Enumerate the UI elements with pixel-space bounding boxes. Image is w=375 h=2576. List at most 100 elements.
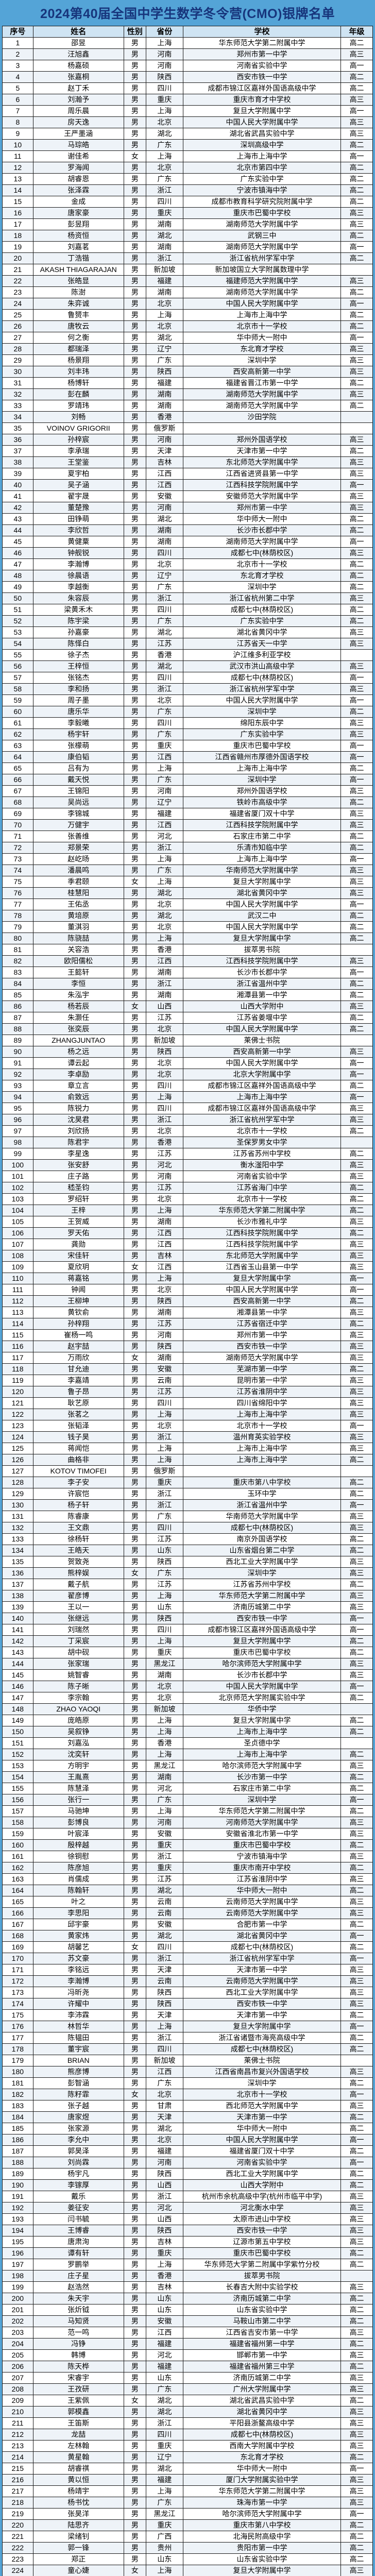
cell-gender: 男 — [123, 2281, 146, 2293]
cell-province: 安徽 — [145, 2315, 183, 2327]
table-row: 60 唐乐华男广东 深圳中学 高二 — [2, 706, 373, 718]
table-row: 157 马驰坤男上海 华东师范大学第二附属中学 高二 — [2, 1805, 373, 1817]
cell-province: 浙江 — [145, 1114, 183, 1126]
cell-grade: 高二 — [340, 989, 373, 1001]
table-row: 24 朱弈诚男北京 中国人民大学附属中学 高一 — [2, 298, 373, 310]
cell-grade: 高二 — [340, 1227, 373, 1239]
cell-gender: 男 — [123, 1057, 146, 1069]
cell-name: 吴尚远 — [32, 796, 124, 808]
cell-name: 董淇羽 — [32, 921, 124, 933]
cell-index: 68 — [2, 796, 33, 808]
cell-grade — [340, 1465, 373, 1477]
cell-province: 广东 — [145, 615, 183, 627]
cell-gender: 男 — [123, 2553, 146, 2565]
cell-index: 15 — [2, 196, 33, 208]
cell-gender: 男 — [123, 1760, 146, 1772]
cell-gender: 男 — [123, 967, 146, 978]
cell-name: 杨宇凡 — [32, 2168, 124, 2180]
cell-gender: 女 — [123, 1001, 146, 1012]
cell-school: 福建师范大学附属中学 — [182, 275, 342, 287]
cell-index: 13 — [2, 173, 33, 185]
cell-school: 昆明市第一中学 — [182, 1375, 342, 1386]
cell-gender: 男 — [123, 2225, 146, 2236]
cell-index: 111 — [2, 1284, 33, 1296]
cell-province: 江苏 — [145, 1579, 183, 1590]
cell-school: 东北育才学校 — [182, 2451, 342, 2463]
cell-name: 罗靖玮 — [32, 400, 124, 412]
cell-gender: 男 — [123, 785, 146, 797]
table-row: 134 王皓天男山东 山东省烟台第二中学 高二 — [2, 1545, 373, 1556]
cell-school: 湖南师范大学附属中学 — [182, 1352, 342, 1364]
column-header-school: 学校 — [182, 26, 342, 38]
cell-gender: 男 — [123, 468, 146, 480]
cell-gender: 男 — [123, 196, 146, 208]
cell-school: 复旦大学附属中学 — [182, 1273, 342, 1284]
cell-grade: 高三 — [340, 1341, 373, 1352]
cell-name: 张嘉桐 — [32, 71, 124, 83]
cell-province: 江苏 — [145, 1012, 183, 1024]
table-row: 108 宋佳轩男吉林 东北师范大学附属中学 高三 — [2, 1250, 373, 1262]
cell-grade: 高三 — [340, 2281, 373, 2293]
cell-name: 殷梓越 — [32, 1839, 124, 1851]
cell-name: 李承瑞 — [32, 445, 124, 457]
table-row: 189 杨宇凡男陕西 西北工业大学附属中学 高二 — [2, 2168, 373, 2180]
cell-name: 董楚豫 — [32, 502, 124, 514]
table-row: 199 赵浩然男吉林 长春吉大附中实验学校 高三 — [2, 2281, 373, 2293]
cell-index: 116 — [2, 1341, 33, 1352]
cell-name: 刘畅 — [32, 411, 124, 423]
cell-school: 重庆市巴蜀中学校 — [182, 740, 342, 752]
cell-grade: 高三 — [340, 1409, 373, 1420]
cell-grade: 高三 — [340, 343, 373, 355]
cell-index: 221 — [2, 2531, 33, 2543]
cell-grade — [340, 411, 373, 423]
cell-school: 山东省实验中学 — [182, 2304, 342, 2316]
cell-province: 安徽 — [145, 1828, 183, 1840]
cell-province: 重庆 — [145, 2440, 183, 2452]
cell-gender: 男 — [123, 819, 146, 831]
table-row: 131 陈睿康男广东 华南师范大学附属中学 高三 — [2, 1511, 373, 1522]
table-row: 207 宋睿宇男山东 济南历城第二中学 高三 — [2, 2372, 373, 2384]
table-row: 146 陈子晰男北京 中国人民大学附属中学 高一 — [2, 1681, 373, 1692]
cell-grade: 高一 — [340, 899, 373, 910]
cell-gender: 男 — [123, 1998, 146, 2010]
cell-grade: 高二 — [340, 1919, 373, 1930]
cell-gender: 男 — [123, 2157, 146, 2168]
cell-index: 220 — [2, 2519, 33, 2531]
table-row: 205 韩博男河北 邯郸市第一中学 高三 — [2, 2349, 373, 2361]
cell-province: 湖北 — [145, 2395, 183, 2406]
cell-gender: 男 — [123, 298, 146, 310]
cell-name: 熊梓娱 — [32, 1567, 124, 1579]
cell-school: 成都七中(林荫校区) — [182, 2429, 342, 2441]
cell-name: 王胤熹 — [32, 1771, 124, 1783]
cell-province: 云南 — [145, 1907, 183, 1919]
cell-index: 79 — [2, 921, 33, 933]
cell-province: 湖北 — [145, 660, 183, 672]
cell-grade: 高一 — [340, 1069, 373, 1080]
cell-name: 张善维 — [32, 831, 124, 842]
cell-school: 湖南师范大学附属中学 — [182, 536, 342, 548]
cell-school: 华中师大一附中 — [182, 2463, 342, 2475]
cell-name: AKASH THIAGARAJAN — [32, 264, 124, 276]
cell-index: 63 — [2, 740, 33, 752]
cell-gender: 男 — [123, 1431, 146, 1443]
cell-school: 长沙市长郡中学 — [182, 1669, 342, 1681]
table-row: 184 唐家煜男天津 天津市第一中学 高二 — [2, 2111, 373, 2123]
cell-province: 江苏 — [145, 1148, 183, 1160]
table-row: 18 杨资恒男湖北 武钢三中 高二 — [2, 230, 373, 242]
cell-grade: 高二 — [340, 1533, 373, 1545]
cell-province: 陕西 — [145, 71, 183, 83]
cell-school: 山西大学附中 — [182, 2179, 342, 2191]
table-row: 124 钱子昊男浙江 温州育英实验学校 高三 — [2, 1431, 373, 1443]
cell-name: BRIAN — [32, 2055, 124, 2066]
table-row: 78 黄培原男湖北 武汉二中 高二 — [2, 910, 373, 922]
cell-gender: 男 — [123, 921, 146, 933]
cell-grade: 高二 — [340, 1148, 373, 1160]
cell-index: 6 — [2, 94, 33, 106]
cell-index: 113 — [2, 1307, 33, 1318]
cell-name: 鲁赟丰 — [32, 309, 124, 321]
cell-province: 重庆 — [145, 1839, 183, 1851]
cell-grade: 高三 — [340, 1998, 373, 2010]
cell-gender: 男 — [123, 479, 146, 491]
table-row: 31 杨博轩男福建 福建省晋江市第一中学 高二 — [2, 377, 373, 389]
cell-province: 湖南 — [145, 286, 183, 298]
